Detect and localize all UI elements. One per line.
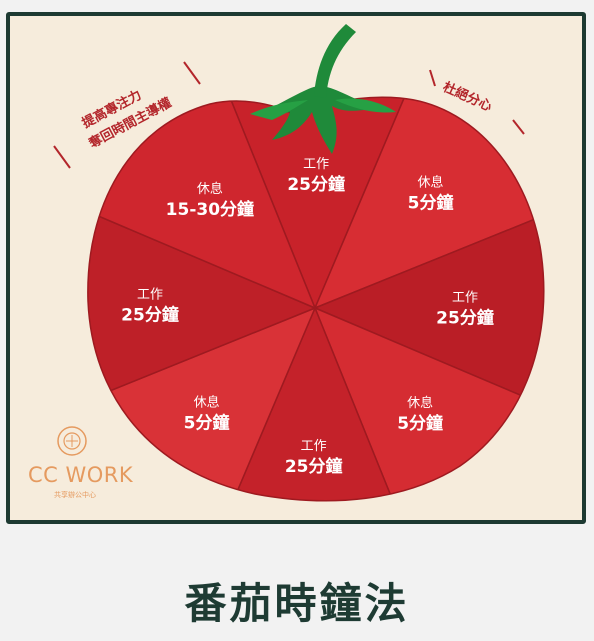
segment-duration-2: 5分鐘 — [408, 192, 454, 213]
tomato-leaves — [250, 86, 396, 154]
segment-slice-7 — [87, 150, 317, 459]
segment-title-8: 休息 — [197, 181, 223, 197]
segment-title-2: 休息 — [418, 174, 444, 190]
segment-title-6: 休息 — [194, 395, 220, 411]
segment-title-7: 工作 — [137, 288, 163, 303]
segment-title-3: 工作 — [452, 290, 478, 305]
logo-name: CC WORK — [28, 463, 134, 487]
segment-duration-5: 25分鐘 — [285, 456, 343, 477]
segment-duration-8: 15-30分鐘 — [166, 199, 254, 220]
segment-slice-3 — [313, 157, 544, 466]
segment-duration-3: 25分鐘 — [436, 307, 494, 328]
page-title: 番茄時鐘法 — [184, 579, 410, 628]
logo-subtitle: 共享辦公中心 — [54, 490, 96, 499]
infographic-card: 工作 25分鐘 休息 5分鐘 工作 25分鐘 休息 5分鐘 工作 25分鐘 休息 5分鐘 工作 25分鐘休… — [6, 12, 586, 524]
callout-right-text: 杜絕分心 — [440, 79, 494, 115]
tomato-body — [87, 96, 545, 502]
segment-duration-1: 25分鐘 — [287, 174, 345, 195]
cc-work-logo: CC WORK 共享辦公中心 — [28, 426, 134, 499]
segment-title-1: 工作 — [303, 157, 329, 172]
segment-title-4: 休息 — [407, 395, 433, 411]
segment-duration-4: 5分鐘 — [397, 413, 443, 434]
segment-duration-6: 5分鐘 — [184, 413, 230, 434]
tomato-stem — [314, 24, 356, 98]
segment-duration-7: 25分鐘 — [121, 305, 179, 326]
segment-title-5: 工作 — [301, 439, 327, 454]
